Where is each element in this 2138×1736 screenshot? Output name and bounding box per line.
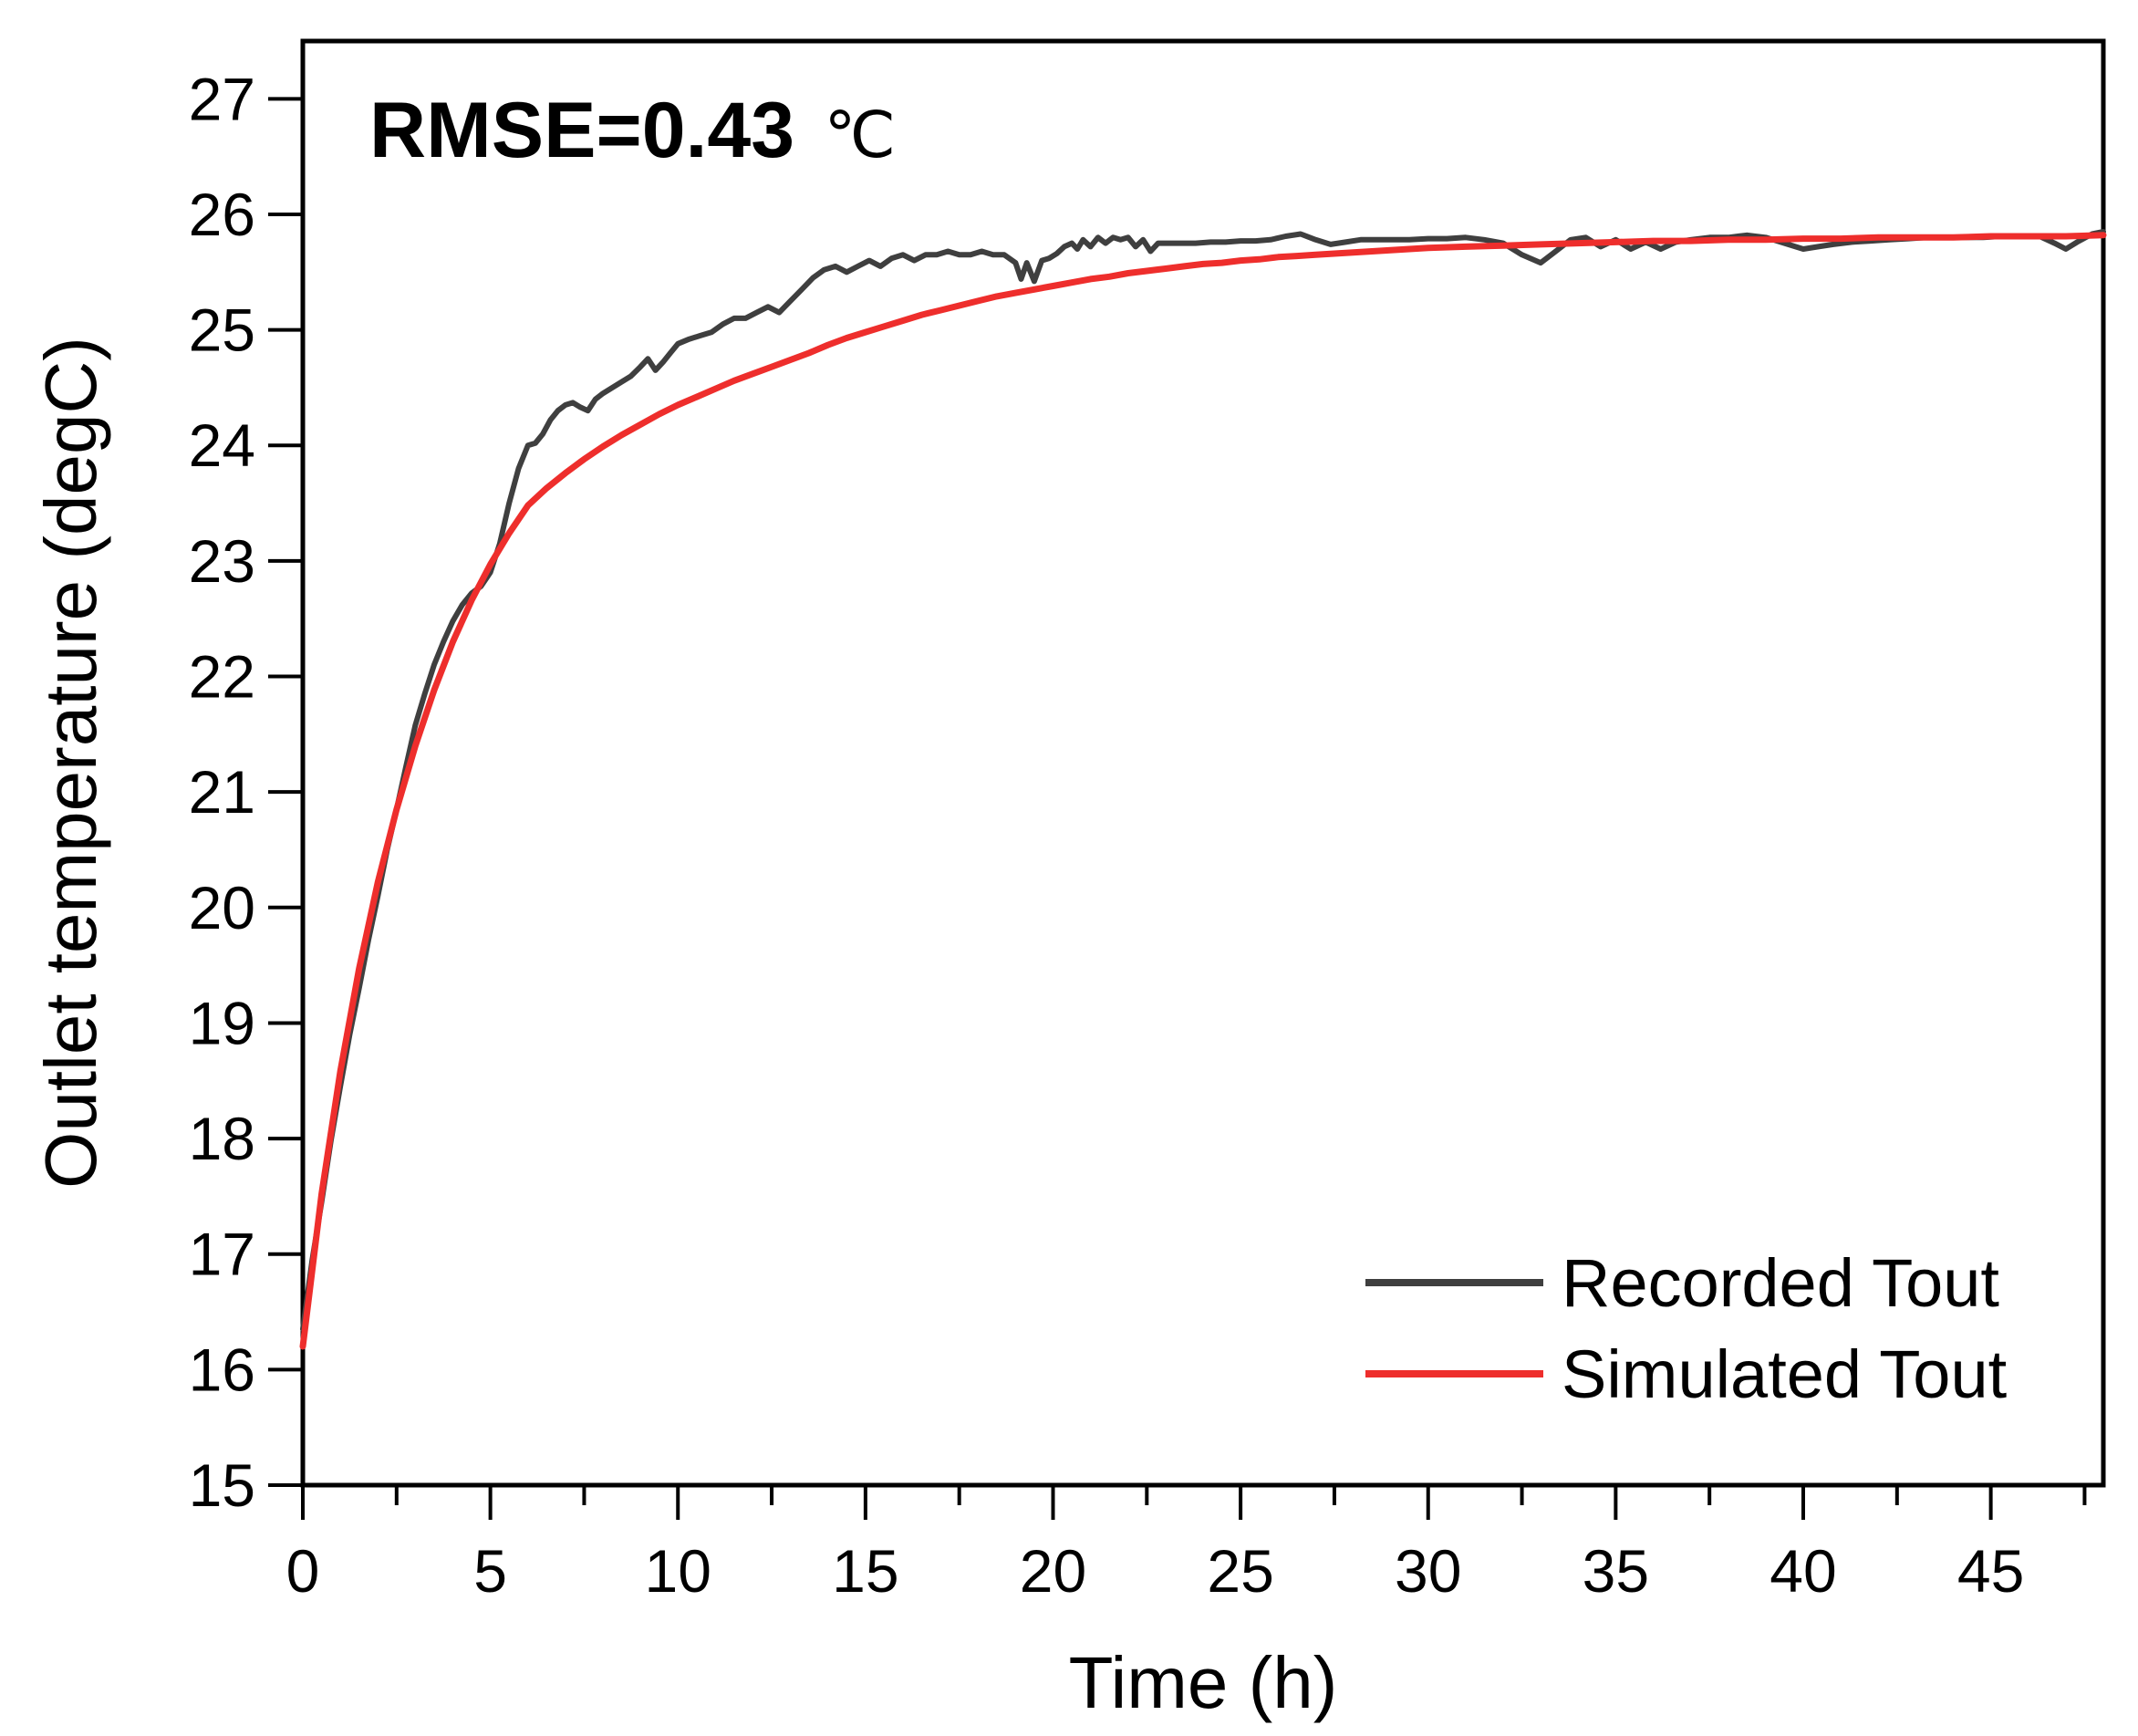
y-axis: 15 16 17 18 19 20 21 22 23 24 25 26 27 (189, 65, 303, 1519)
y-tick-label: 16 (189, 1336, 255, 1403)
x-axis-title: Time (h) (1069, 1642, 1338, 1723)
y-tick-label: 15 (189, 1451, 255, 1519)
x-tick-label: 10 (645, 1537, 711, 1605)
x-tick-label: 0 (286, 1537, 320, 1605)
x-tick-label: 45 (1957, 1537, 2024, 1605)
y-tick-label: 24 (189, 411, 255, 479)
x-tick-label: 35 (1583, 1537, 1649, 1605)
x-tick-label: 15 (832, 1537, 898, 1605)
simulated-series-line (299, 232, 2107, 1350)
y-axis-title: Outlet temperature (degC) (30, 337, 111, 1189)
plot-border (300, 38, 2106, 1488)
y-tick-label: 25 (189, 296, 255, 364)
x-tick-label: 5 (473, 1537, 507, 1605)
rmse-value-text: RMSE=0.43 (369, 87, 794, 174)
legend-label-simulated: Simulated Tout (1562, 1336, 2008, 1412)
y-tick-label: 26 (189, 181, 255, 248)
y-tick-label: 23 (189, 527, 255, 595)
x-tick-label: 30 (1395, 1537, 1461, 1605)
rmse-annotation: RMSE=0.43 ℃ (369, 87, 896, 174)
y-tick-label: 27 (189, 65, 255, 132)
x-tick-label: 25 (1207, 1537, 1273, 1605)
recorded-series-line (300, 229, 2106, 1332)
y-tick-label: 18 (189, 1105, 255, 1172)
x-tick-label: 20 (1020, 1537, 1086, 1605)
y-tick-label: 22 (189, 643, 255, 711)
y-tick-label: 19 (189, 989, 255, 1056)
legend: Recorded Tout Simulated Tout (1365, 1245, 2008, 1412)
y-tick-label: 20 (189, 874, 255, 941)
series-group (299, 229, 2107, 1350)
rmse-unit-text: ℃ (825, 99, 897, 171)
legend-label-recorded: Recorded Tout (1562, 1245, 1999, 1321)
y-tick-label: 21 (189, 758, 255, 826)
x-axis: 0 5 10 15 20 25 30 35 40 45 (286, 1485, 2087, 1605)
x-tick-label: 40 (1770, 1537, 1836, 1605)
y-tick-label: 17 (189, 1221, 255, 1288)
